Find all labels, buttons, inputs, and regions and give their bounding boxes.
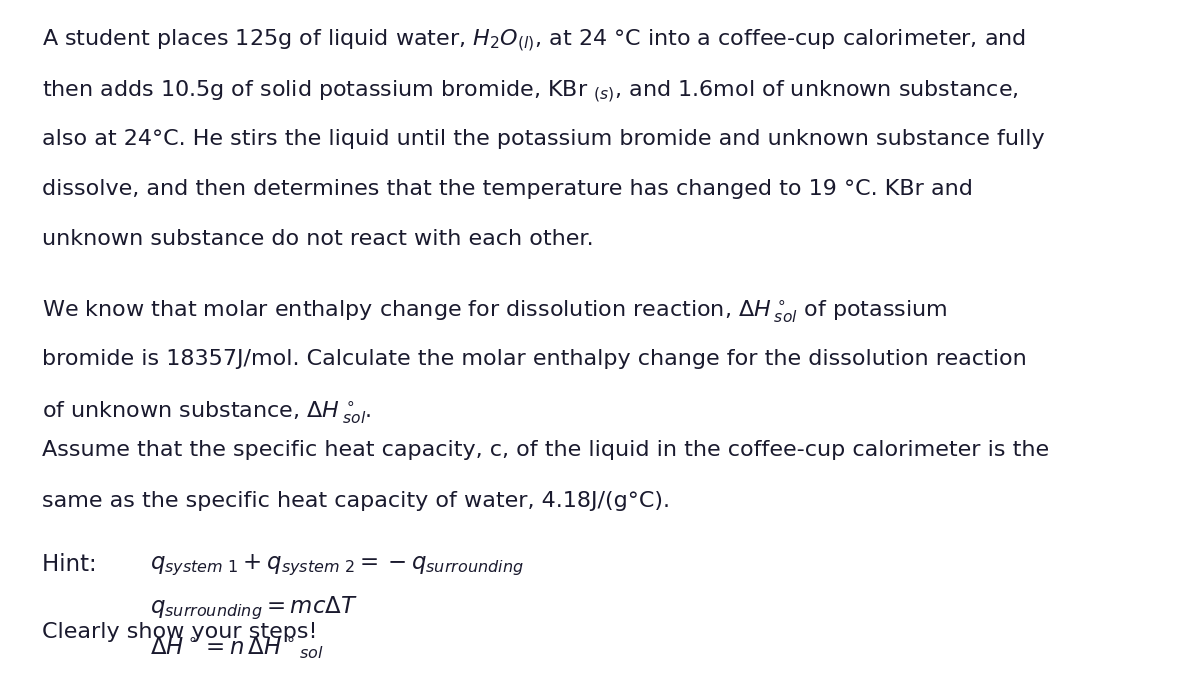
Text: We know that molar enthalpy change for dissolution reaction, $\Delta H\,^\circ_{: We know that molar enthalpy change for d… — [42, 299, 948, 325]
Text: $\Delta H^\circ = n\,\Delta H^\circ{}_{sol}$: $\Delta H^\circ = n\,\Delta H^\circ{}_{s… — [150, 636, 324, 661]
Text: $q_{surrounding} = mc\Delta T$: $q_{surrounding} = mc\Delta T$ — [150, 594, 358, 622]
Text: then adds 10.5g of solid potassium bromide, KBr $_{(s)}$, and 1.6mol of unknown : then adds 10.5g of solid potassium bromi… — [42, 78, 1019, 104]
Text: same as the specific heat capacity of water, 4.18J/(g°C).: same as the specific heat capacity of wa… — [42, 491, 670, 511]
Text: of unknown substance, $\Delta H\,^\circ_{sol}$.: of unknown substance, $\Delta H\,^\circ_… — [42, 399, 372, 426]
Text: Clearly show your steps!: Clearly show your steps! — [42, 622, 318, 642]
Text: A student places 125g of liquid water, $H_2O_{(l)}$, at 24 °C into a coffee-cup : A student places 125g of liquid water, $… — [42, 28, 1026, 54]
Text: dissolve, and then determines that the temperature has changed to 19 °C. KBr and: dissolve, and then determines that the t… — [42, 179, 973, 199]
Text: also at 24°C. He stirs the liquid until the potassium bromide and unknown substa: also at 24°C. He stirs the liquid until … — [42, 129, 1045, 149]
Text: unknown substance do not react with each other.: unknown substance do not react with each… — [42, 229, 594, 249]
Text: bromide is 18357J/mol. Calculate the molar enthalpy change for the dissolution r: bromide is 18357J/mol. Calculate the mol… — [42, 349, 1027, 369]
Text: $q_{system\ 1} + q_{system\ 2} = -q_{surrounding}$: $q_{system\ 1} + q_{system\ 2} = -q_{sur… — [150, 553, 523, 578]
Text: Hint:: Hint: — [42, 553, 104, 576]
Text: Assume that the specific heat capacity, c, of the liquid in the coffee-cup calor: Assume that the specific heat capacity, … — [42, 440, 1049, 460]
